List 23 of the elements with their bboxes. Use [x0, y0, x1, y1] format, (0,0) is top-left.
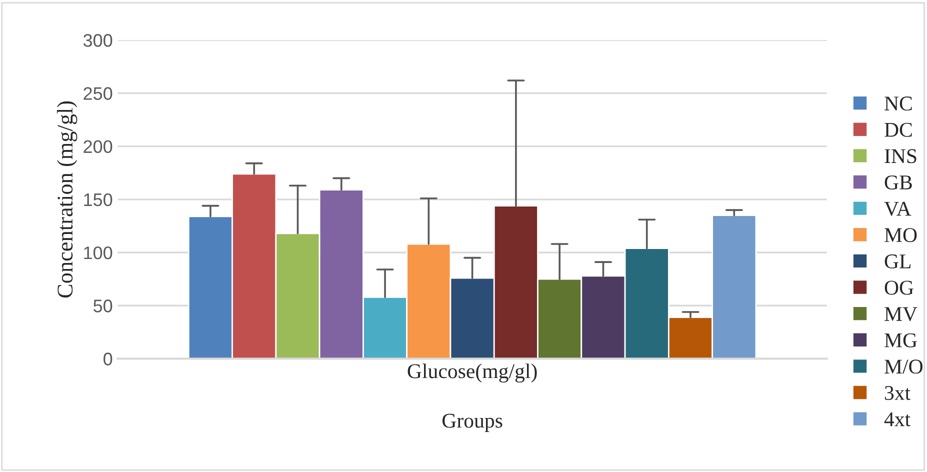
legend-label: INS [884, 149, 916, 164]
legend-label: NC [884, 96, 912, 111]
y-tick-label: 100 [84, 246, 112, 260]
legend-label: MO [884, 228, 917, 242]
y-tick-label: 300 [83, 34, 112, 47]
legend-label: OG [884, 280, 914, 295]
y-tick-label: 250 [84, 87, 112, 100]
y-tick-label: 200 [84, 140, 112, 154]
legend-label: DC [884, 122, 912, 137]
legend-label: VA [884, 202, 912, 216]
legend-label: 3xt [884, 386, 910, 400]
y-tick-label: 50 [94, 300, 112, 312]
x-tick-label: Glucose(mg/gl) [408, 364, 537, 383]
y-tick-label: 150 [84, 193, 112, 206]
y-axis-title: Concentration (mg/gl) [56, 101, 78, 298]
legend-label: MG [884, 333, 917, 348]
legend-label: M/O [884, 360, 922, 374]
legend-label: 4xt [884, 412, 910, 426]
legend-label: GB [884, 175, 912, 190]
x-axis-title: Groups [442, 414, 502, 432]
legend-label: GL [884, 254, 910, 268]
y-tick-label: 0 [104, 352, 112, 366]
legend-label: MV [884, 307, 918, 322]
